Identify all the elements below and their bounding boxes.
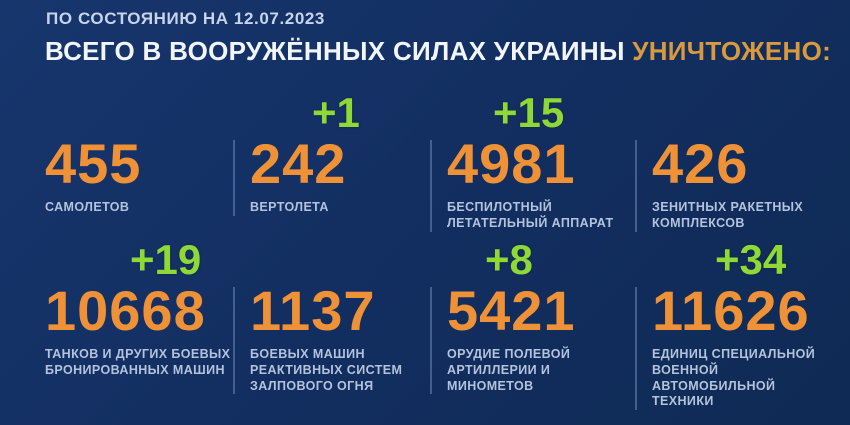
stat-value: 10668 <box>45 279 206 342</box>
stat-value: 11626 <box>652 279 810 342</box>
stat-increment: +34 <box>715 236 787 283</box>
stat-label: ЗЕНИТНЫХ РАКЕТНЫХ КОМПЛЕКСОВ <box>652 200 804 230</box>
page-title: ВСЕГО В ВООРУЖЁННЫХ СИЛАХ УКРАИНЫ УНИЧТО… <box>45 36 831 67</box>
stat-label: САМОЛЕТОВ <box>45 200 130 214</box>
stat-increment: +8 <box>485 236 533 283</box>
stats-row-top: 455 САМОЛЕТОВ +1 242 ВЕРТОЛЕТА +15 4981 … <box>45 90 835 232</box>
stat-increment <box>45 90 233 136</box>
status-date: ПО СОСТОЯНИЮ НА 12.07.2023 <box>46 9 325 28</box>
stat-cell-tanks: +19 10668 ТАНКОВ И ДРУГИХ БОЕВЫХ БРОНИРО… <box>45 237 233 379</box>
column-divider <box>635 287 637 410</box>
stat-cell-mlrs: 1137 БОЕВЫХ МАШИН РЕАКТИВНЫХ СИСТЕМ ЗАЛП… <box>233 237 430 395</box>
stat-value: 4981 <box>447 132 576 195</box>
stat-value: 242 <box>250 132 347 195</box>
stat-label: ТАНКОВ И ДРУГИХ БОЕВЫХ БРОНИРОВАННЫХ МАШ… <box>45 347 231 377</box>
stat-increment: +15 <box>493 89 565 136</box>
stat-value: 455 <box>45 132 142 195</box>
column-divider <box>233 140 235 216</box>
stat-label: ЕДИНИЦ СПЕЦИАЛЬНОЙ ВОЕННОЙ АВТОМОБИЛЬНОЙ… <box>652 347 816 409</box>
stat-cell-aircraft: 455 САМОЛЕТОВ <box>45 90 233 216</box>
stat-cell-artillery: +8 5421 ОРУДИЕ ПОЛЕВОЙ АРТИЛЛЕРИИ И МИНО… <box>430 236 635 395</box>
column-divider <box>233 287 235 395</box>
stat-cell-air-defense: 426 ЗЕНИТНЫХ РАКЕТНЫХ КОМПЛЕКСОВ <box>635 90 830 232</box>
stat-value: 426 <box>652 132 749 195</box>
stat-increment <box>635 90 830 136</box>
stat-label: ВЕРТОЛЕТА <box>250 200 329 214</box>
stat-cell-helicopters: +1 242 ВЕРТОЛЕТА <box>233 90 430 216</box>
title-accent-text: УНИЧТОЖЕНО: <box>632 36 832 66</box>
stat-increment: +19 <box>130 236 202 283</box>
stat-value: 5421 <box>447 279 576 342</box>
column-divider <box>635 140 637 232</box>
title-main-text: ВСЕГО В ВООРУЖЁННЫХ СИЛАХ УКРАИНЫ <box>45 36 633 66</box>
stats-row-bottom: +19 10668 ТАНКОВ И ДРУГИХ БОЕВЫХ БРОНИРО… <box>45 237 835 410</box>
stat-increment <box>233 237 430 283</box>
stat-label: ОРУДИЕ ПОЛЕВОЙ АРТИЛЛЕРИИ И МИНОМЕТОВ <box>447 347 571 393</box>
stat-cell-uav: +15 4981 БЕСПИЛОТНЫЙ ЛЕТАТЕЛЬНЫЙ АППАРАТ <box>430 90 635 232</box>
column-divider <box>430 287 432 395</box>
stat-label: БЕСПИЛОТНЫЙ ЛЕТАТЕЛЬНЫЙ АППАРАТ <box>447 200 614 230</box>
stat-label: БОЕВЫХ МАШИН РЕАКТИВНЫХ СИСТЕМ ЗАЛПОВОГО… <box>250 347 403 393</box>
stat-increment: +1 <box>312 89 360 136</box>
column-divider <box>430 140 432 232</box>
stat-value: 1137 <box>250 279 376 342</box>
stat-cell-military-vehicles: +34 11626 ЕДИНИЦ СПЕЦИАЛЬНОЙ ВОЕННОЙ АВТ… <box>635 237 830 410</box>
